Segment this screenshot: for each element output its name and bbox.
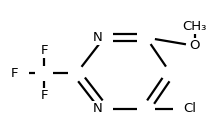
Text: O: O (189, 39, 200, 52)
Text: N: N (93, 102, 102, 115)
Text: N: N (93, 31, 102, 44)
Text: Cl: Cl (183, 102, 196, 115)
Text: F: F (11, 67, 19, 80)
Text: CH₃: CH₃ (182, 20, 207, 33)
Text: F: F (41, 89, 48, 102)
Text: F: F (41, 44, 48, 57)
